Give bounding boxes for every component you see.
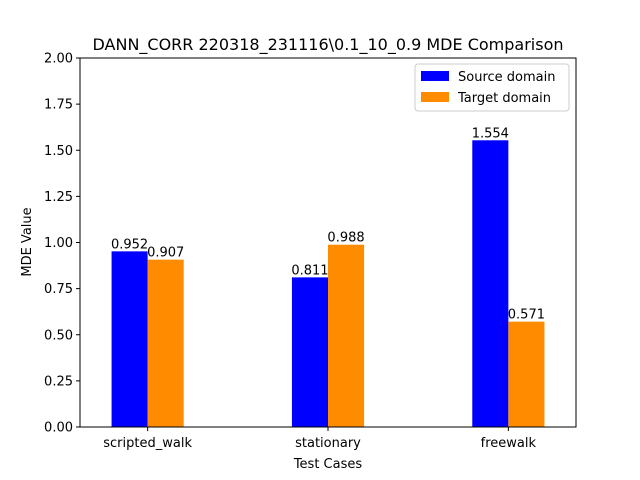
y-tick-label: 1.00 bbox=[44, 236, 73, 251]
legend-label-target: Target domain bbox=[457, 91, 551, 106]
bar-value-label: 1.554 bbox=[472, 126, 509, 141]
bar-value-label: 0.811 bbox=[291, 263, 328, 278]
y-tick-label: 1.25 bbox=[44, 190, 73, 205]
x-axis: scripted_walk stationary freewalk bbox=[103, 427, 537, 451]
bar-value-label: 0.907 bbox=[147, 246, 184, 261]
x-tick-label: scripted_walk bbox=[103, 436, 192, 451]
bar-value-label: 0.988 bbox=[327, 231, 364, 246]
x-tick-label: freewalk bbox=[481, 436, 537, 451]
y-tick-label: 0.00 bbox=[44, 421, 73, 436]
y-tick-label: 0.25 bbox=[44, 374, 73, 389]
bar-source-stationary bbox=[291, 277, 328, 427]
chart-title: DANN_CORR 220318_231116\0.1_10_0.9 MDE C… bbox=[92, 35, 563, 55]
bar-source-freewalk bbox=[472, 140, 509, 428]
legend: Source domain Target domain bbox=[414, 63, 570, 112]
bars-group bbox=[111, 140, 545, 428]
y-tick-label: 2.00 bbox=[44, 52, 73, 67]
y-axis: 0.00 0.25 0.50 0.75 1.00 1.25 1.50 1.75 2.00 bbox=[44, 52, 80, 436]
bar-target-scripted_walk bbox=[147, 259, 184, 427]
y-tick-label: 0.75 bbox=[44, 282, 73, 297]
legend-swatch-target bbox=[421, 92, 449, 102]
x-tick-label: stationary bbox=[295, 436, 361, 451]
y-tick-label: 1.75 bbox=[44, 98, 73, 113]
bar-value-label: 0.571 bbox=[508, 308, 545, 323]
bar-target-stationary bbox=[328, 244, 365, 427]
bar-source-scripted_walk bbox=[111, 251, 148, 427]
legend-box bbox=[414, 63, 570, 112]
legend-label-source: Source domain bbox=[458, 70, 555, 85]
y-tick-label: 1.50 bbox=[44, 144, 73, 159]
plot-frame bbox=[79, 57, 577, 428]
bar-value-label: 0.952 bbox=[111, 237, 148, 252]
bar-target-freewalk bbox=[508, 321, 545, 427]
y-tick-label: 0.50 bbox=[44, 328, 73, 343]
legend-swatch-source bbox=[421, 71, 449, 81]
y-axis-label: MDE Value bbox=[20, 207, 35, 276]
x-axis-label: Test Cases bbox=[293, 457, 363, 472]
